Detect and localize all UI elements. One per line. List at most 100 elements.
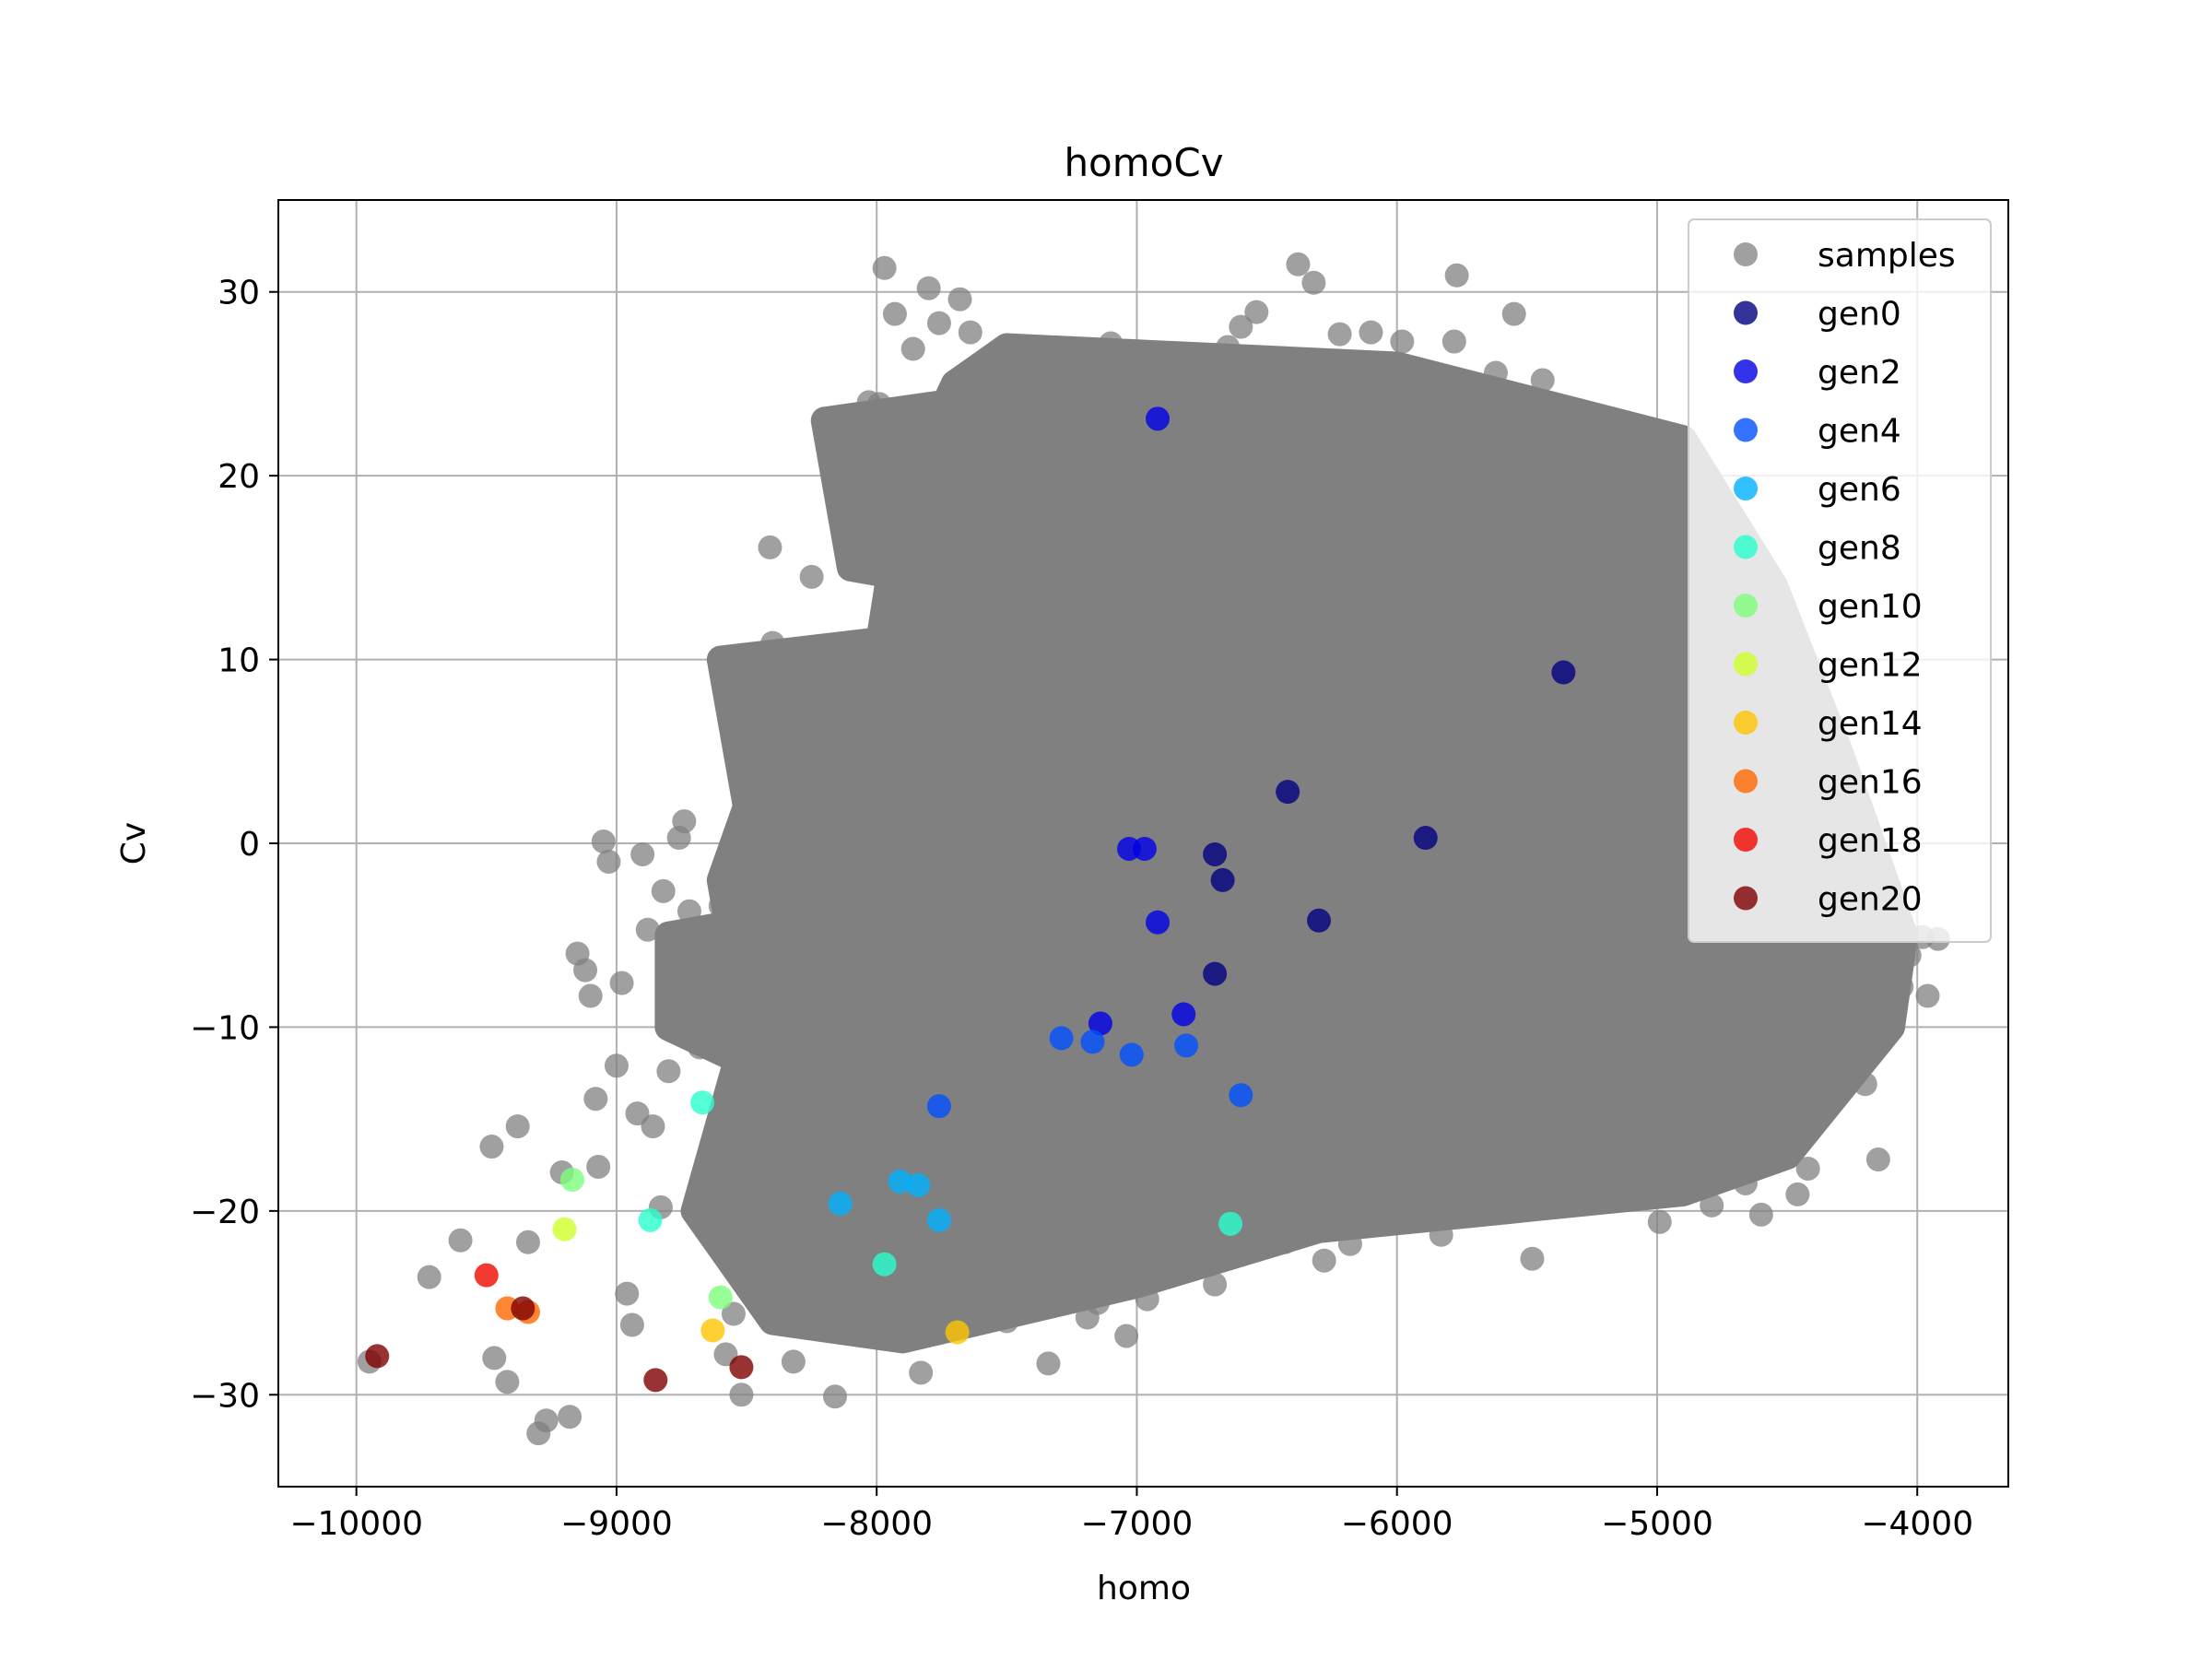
samples-point	[578, 983, 603, 1008]
x-tick-label: −5000	[1601, 1505, 1713, 1543]
samples-point	[1429, 1222, 1453, 1247]
samples-point	[1327, 322, 1352, 347]
samples-point	[534, 1408, 559, 1433]
samples-point	[1057, 418, 1082, 442]
legend-label-gen20: gen20	[1818, 881, 1923, 919]
gen0-point	[1307, 908, 1332, 933]
samples-point	[1915, 983, 1940, 1008]
samples-point	[635, 917, 660, 942]
samples-point	[1190, 351, 1215, 376]
samples-point	[1748, 1202, 1773, 1227]
gen4-point	[926, 1094, 951, 1119]
samples-point	[630, 841, 655, 866]
gen0-point	[1203, 961, 1228, 986]
x-tick-label: −7000	[1081, 1505, 1194, 1543]
gen2-point	[1088, 1011, 1112, 1036]
samples-point	[1688, 1135, 1713, 1159]
samples-point	[1301, 270, 1326, 295]
samples-point	[926, 311, 951, 335]
samples-point	[1630, 1156, 1654, 1181]
samples-point	[1463, 392, 1488, 417]
gen10-point	[559, 1167, 584, 1192]
y-tick-label: −10	[190, 1009, 260, 1047]
sample-density-region	[810, 388, 969, 600]
samples-point	[1203, 1272, 1228, 1297]
gen2-point	[1146, 910, 1171, 935]
samples-point	[1086, 1290, 1111, 1315]
gen2-point	[1146, 406, 1171, 431]
samples-point	[1733, 1171, 1758, 1195]
legend-marker-gen8	[1734, 535, 1758, 559]
samples-point	[1026, 357, 1051, 382]
samples-point	[583, 1087, 608, 1112]
gen14-point	[945, 1320, 970, 1345]
samples-point	[1273, 1230, 1298, 1254]
samples-point	[742, 747, 767, 771]
samples-point	[641, 1114, 665, 1139]
legend-label-gen2: gen2	[1818, 354, 1901, 392]
samples-point	[830, 504, 855, 529]
samples-point	[773, 912, 798, 936]
samples-point	[735, 869, 759, 894]
samples-point	[890, 1322, 915, 1347]
samples-point	[1337, 1231, 1362, 1256]
samples-point	[982, 349, 1006, 374]
samples-point	[1124, 362, 1149, 387]
gen4-point	[1080, 1030, 1105, 1054]
y-axis: −30 −20 −10 0 10 20 30	[190, 275, 278, 1415]
samples-point	[692, 1006, 717, 1030]
gen0-point	[1551, 660, 1576, 685]
samples-point	[495, 1370, 520, 1394]
samples-point	[1371, 1193, 1396, 1218]
x-tick-label: −4000	[1861, 1505, 1973, 1543]
samples-point	[604, 1053, 629, 1078]
samples-point	[1785, 1182, 1810, 1206]
y-tick-label: 10	[218, 642, 260, 680]
samples-point	[1541, 395, 1566, 420]
samples-point	[1530, 368, 1555, 393]
samples-point	[1598, 493, 1623, 518]
samples-point	[1642, 443, 1667, 468]
gen0-point	[1276, 780, 1300, 805]
samples-point	[721, 1301, 746, 1326]
samples-point	[1483, 360, 1508, 385]
chart-title: homoCv	[1064, 140, 1223, 185]
samples-point	[1556, 421, 1581, 446]
legend-label-gen18: gen18	[1818, 822, 1923, 860]
samples-point	[1150, 373, 1175, 398]
gen2-point	[1171, 1002, 1196, 1027]
samples-point	[482, 1346, 507, 1371]
samples-point	[1658, 544, 1683, 569]
samples-point	[1723, 1044, 1747, 1069]
samples-point	[1817, 1048, 1841, 1073]
samples-point	[994, 1309, 1019, 1334]
samples-point	[591, 830, 616, 854]
gen12-point	[552, 1217, 577, 1241]
legend-label-gen10: gen10	[1818, 588, 1923, 626]
samples-point	[479, 1135, 504, 1159]
x-tick-label: −9000	[560, 1505, 673, 1543]
legend-label-gen8: gen8	[1818, 530, 1901, 568]
samples-point	[651, 878, 676, 903]
samples-point	[900, 336, 925, 361]
samples-point	[1359, 320, 1383, 345]
samples-point	[515, 1230, 540, 1254]
y-tick-label: −20	[190, 1194, 260, 1231]
samples-point	[1865, 1147, 1890, 1172]
samples-point	[1897, 943, 1922, 968]
samples-point	[760, 630, 785, 655]
legend: samples gen0 gen2 gen4 gen6 gen8 gen10 gen12 gen…	[1688, 218, 1992, 943]
samples-point	[1614, 512, 1639, 537]
legend-marker-gen16	[1734, 769, 1758, 794]
samples-point	[1795, 1156, 1820, 1181]
samples-point	[682, 950, 707, 975]
gen8-point	[1218, 1211, 1243, 1236]
samples-point	[1410, 362, 1435, 387]
x-tick-label: −8000	[820, 1505, 933, 1543]
samples-point	[1444, 263, 1469, 288]
samples-point	[1780, 1059, 1805, 1084]
samples-point	[615, 1281, 640, 1306]
samples-point	[1501, 301, 1526, 326]
samples-point	[1889, 974, 1914, 999]
